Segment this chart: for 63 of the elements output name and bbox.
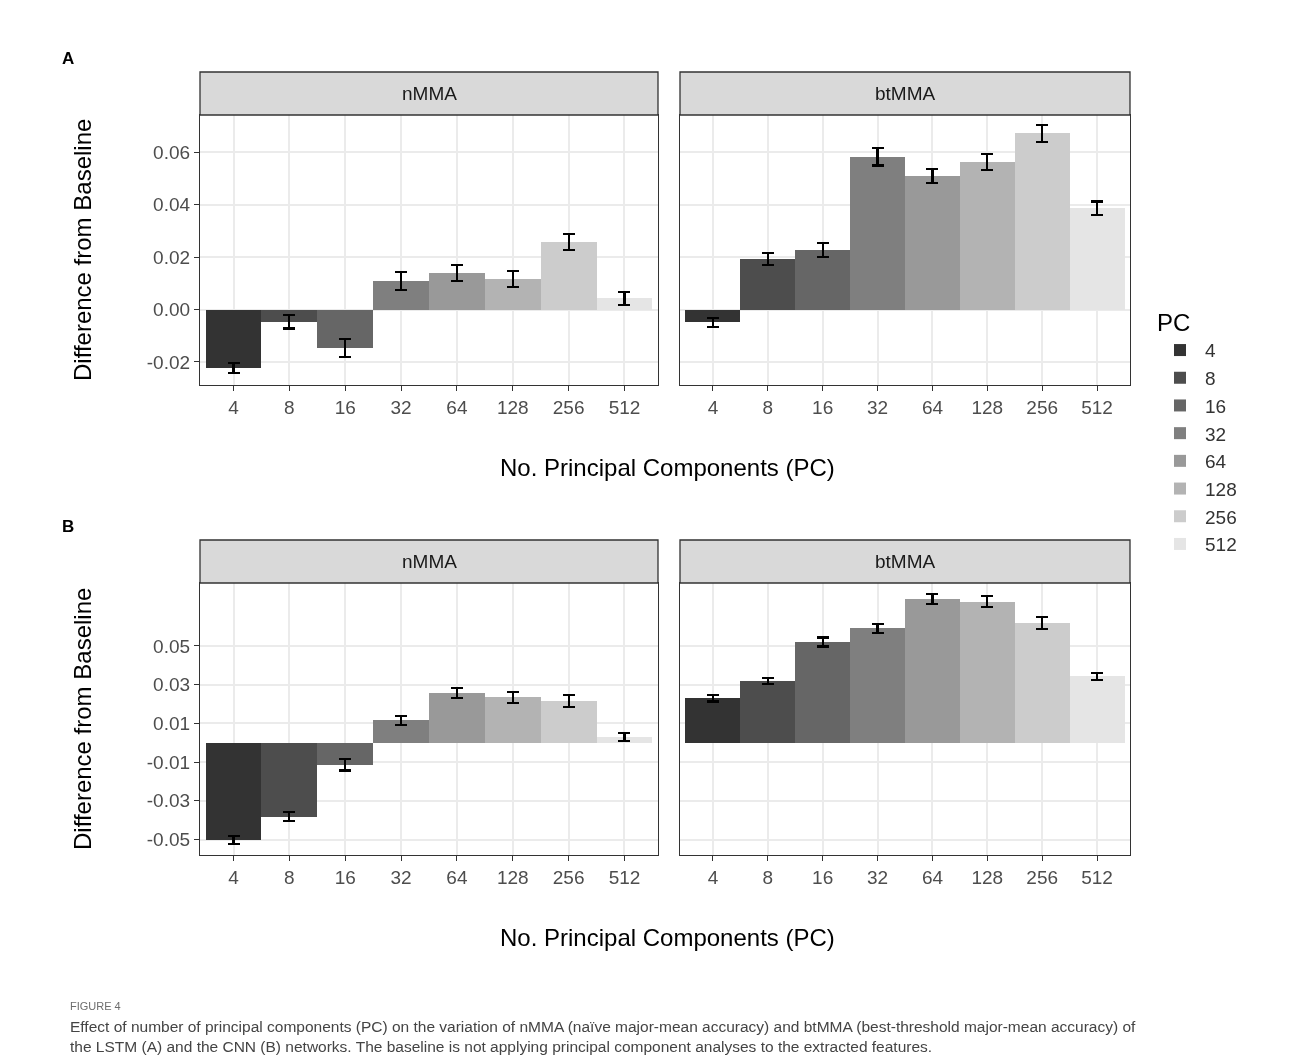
y-tick-label: 0.01 <box>153 713 191 735</box>
y-tick-label: -0.02 <box>146 351 191 373</box>
y-tick-label: 0.06 <box>153 142 191 164</box>
x-tick-label: 128 <box>971 396 1004 418</box>
chart-title: nMMA <box>402 83 458 104</box>
text: B <box>62 517 75 536</box>
y-tick-label: 0.05 <box>153 635 191 657</box>
chart-title: nMMA <box>402 551 458 572</box>
legend-label: 512 <box>1205 534 1237 556</box>
y-tick-label: 0.04 <box>153 194 191 216</box>
caption: FIGURE 4 <box>70 1000 121 1012</box>
x-tick-label: 128 <box>971 866 1004 888</box>
x-tick-label: 8 <box>762 396 774 418</box>
x-tick-label: 512 <box>608 396 641 418</box>
y-tick-label: -0.05 <box>146 829 191 851</box>
x-tick-label: 256 <box>552 866 585 888</box>
x-axis-title: No. Principal Components (PC) <box>500 454 835 481</box>
y-axis-title: Difference from Baseline <box>69 118 96 381</box>
legend-label: 128 <box>1205 478 1237 500</box>
x-tick-label: 512 <box>1081 866 1113 888</box>
legend-label: 32 <box>1205 423 1227 445</box>
chart-title: btMMA <box>875 83 936 104</box>
y-tick-label: -0.01 <box>146 751 191 773</box>
y-axis-title: Difference from Baseline <box>69 587 96 850</box>
x-tick-label: 512 <box>608 866 641 888</box>
x-tick-label: 256 <box>552 396 585 418</box>
x-tick-label: 256 <box>1026 396 1059 418</box>
x-tick-label: 16 <box>812 866 834 888</box>
chart-title: btMMA <box>875 551 936 572</box>
x-tick-label: 16 <box>334 866 356 888</box>
x-tick-label: 16 <box>812 396 834 418</box>
x-tick-label: 64 <box>921 866 944 888</box>
x-tick-label: 4 <box>707 396 719 418</box>
legend-title: PC <box>1157 309 1191 337</box>
x-tick-label: 32 <box>866 396 889 418</box>
x-tick-label: 8 <box>284 866 295 888</box>
x-tick-label: 256 <box>1026 866 1059 888</box>
x-tick-label: 4 <box>228 866 240 888</box>
x-tick-label: 128 <box>496 866 529 888</box>
legend-label: 64 <box>1205 451 1227 473</box>
x-axis-title: No. Principal Components (PC) <box>500 924 835 951</box>
legend-label: 256 <box>1205 506 1237 528</box>
x-tick-label: 4 <box>707 866 719 888</box>
x-tick-label: 64 <box>446 866 468 888</box>
legend-label: 8 <box>1205 368 1216 390</box>
x-tick-label: 4 <box>228 396 240 418</box>
text: Effect of number of principal components (PC) on the variation of nMMA (naïve major-mean accuracy) and btMMA (best-threshold major-mean accuracy) of the LSTM (A) and the CNN (B) networks. The baseline is not applying principal component analyses to the extracted features. <box>70 1018 1137 1056</box>
legend-label: 4 <box>1205 340 1216 362</box>
y-tick-label: 0.02 <box>153 246 191 268</box>
x-tick-label: 128 <box>496 396 529 418</box>
x-tick-label: 32 <box>866 866 889 888</box>
y-tick-label: 0.03 <box>153 674 191 696</box>
x-tick-label: 16 <box>334 396 356 418</box>
x-tick-label: 32 <box>390 396 412 418</box>
x-tick-label: 512 <box>1081 396 1113 418</box>
x-tick-label: 8 <box>762 866 774 888</box>
x-tick-label: 64 <box>446 396 468 418</box>
x-tick-label: 64 <box>921 396 944 418</box>
x-tick-label: 8 <box>284 396 295 418</box>
y-tick-label: 0.00 <box>153 299 191 321</box>
text: A <box>62 49 75 68</box>
y-tick-label: -0.03 <box>146 790 191 812</box>
x-tick-label: 32 <box>390 866 412 888</box>
